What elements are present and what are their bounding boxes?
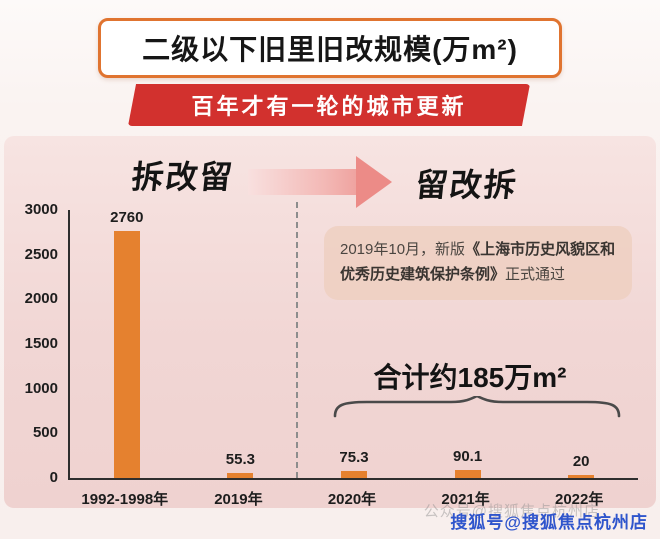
y-tick-label: 1500 — [24, 335, 58, 352]
y-tick-label: 1000 — [24, 379, 58, 397]
bar — [227, 473, 254, 478]
annotation-pre: 2019年10月，新版 — [340, 241, 466, 258]
x-tick-label: 2022年 — [555, 491, 604, 508]
y-tick-label: 0 — [49, 469, 58, 486]
annotation-post: 正式通过 — [505, 265, 566, 283]
bar-value-label: 55.3 — [225, 451, 255, 469]
bar-value-label: 2760 — [110, 209, 144, 227]
plot-area: 2760 55.3 75.3 90.1 20 — [68, 202, 638, 480]
era-divider-line — [296, 202, 299, 478]
y-tick-label: 2000 — [24, 290, 58, 308]
brace-icon — [333, 396, 621, 418]
bar-value-label: 90.1 — [452, 447, 483, 465]
era-left-label: 拆改留 — [129, 159, 236, 195]
page-title-text: 二级以下旧里旧改规模(万m²) — [142, 34, 518, 65]
bar — [454, 469, 481, 478]
page-title: 二级以下旧里旧改规模(万m²) — [98, 18, 562, 78]
y-tick-label: 2500 — [24, 245, 58, 263]
bar-value-label: 20 — [572, 453, 590, 470]
transition-arrow-icon — [248, 156, 394, 208]
x-tick-label: 2019年 — [214, 491, 263, 508]
x-tick-label: 1992-1998年 — [81, 491, 169, 508]
y-tick-label: 500 — [32, 424, 58, 442]
arrow-head — [356, 156, 392, 208]
bar-chart: 2760 55.3 75.3 90.1 20 2019年10月，新版《上海市历史风貌区和… — [0, 200, 660, 510]
subtitle-banner-text: 百年才有一轮的城市更新 — [191, 94, 467, 119]
watermark-blue: 搜狐号@搜狐焦点杭州店 — [450, 513, 648, 532]
group-total-label: 合计约185万m² — [373, 362, 567, 393]
arrow-shaft — [248, 169, 356, 195]
x-tick-label: 2021年 — [441, 491, 490, 508]
subtitle-banner: 百年才有一轮的城市更新 — [128, 84, 530, 126]
policy-annotation: 2019年10月，新版《上海市历史风貌区和优秀历史建筑保护条例》正式通过 — [324, 226, 632, 300]
bar — [113, 231, 140, 478]
pink-background-panel — [4, 136, 656, 508]
watermark-faint: 公众号@搜狐焦点杭州店 — [423, 503, 600, 520]
bar — [341, 471, 367, 478]
bar-value-label: 75.3 — [339, 449, 369, 467]
y-tick-label: 3000 — [24, 201, 58, 218]
bar — [568, 475, 595, 478]
annotation-book-title: 《上海市历史风貌区和优秀历史建筑保护条例》 — [340, 241, 616, 283]
x-tick-label: 2020年 — [327, 491, 377, 508]
